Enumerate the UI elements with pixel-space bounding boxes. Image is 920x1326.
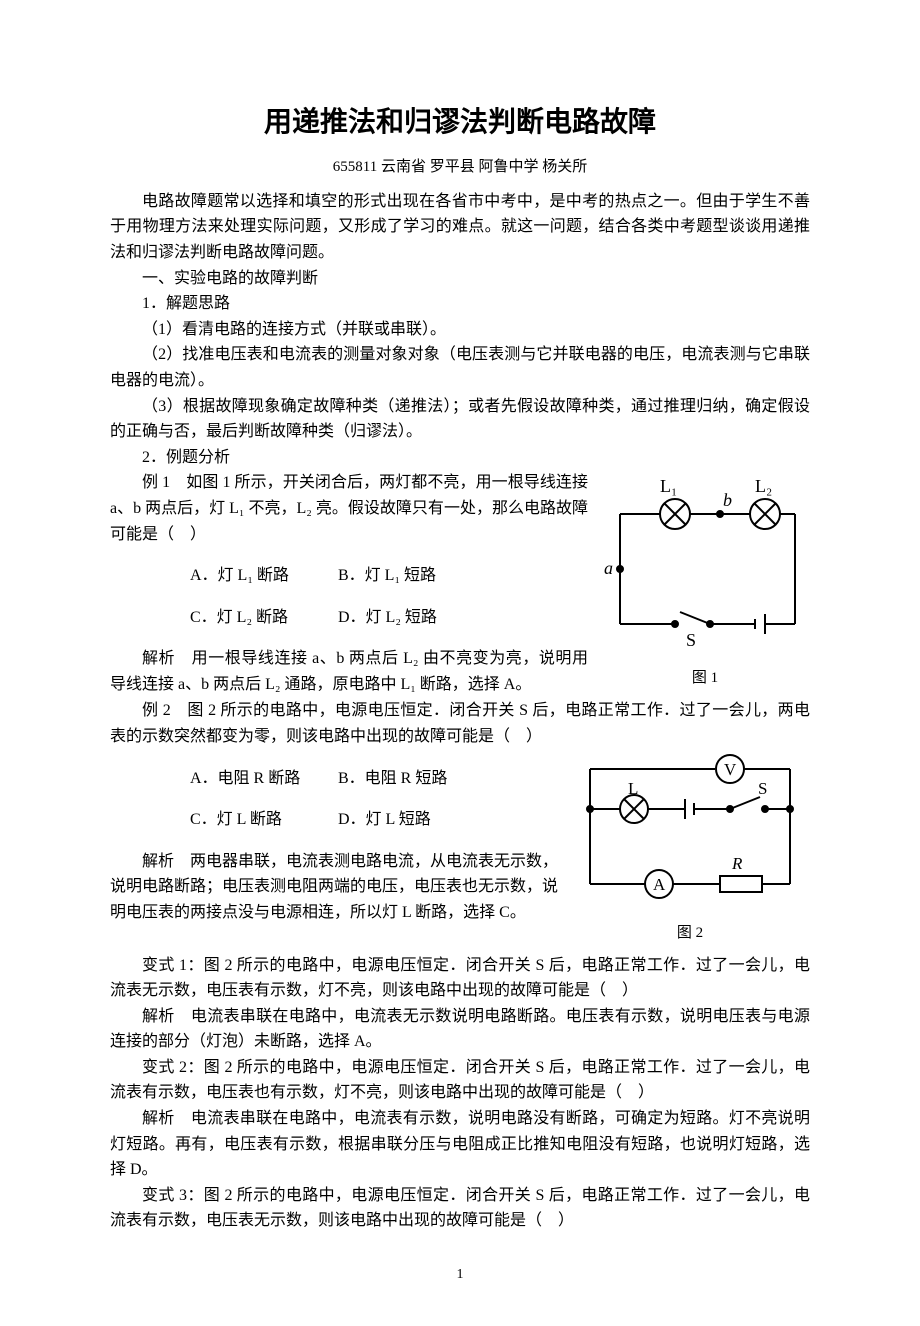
figure-1-caption: 图 1 (600, 666, 810, 690)
variant-2-question: 变式 2：图 2 所示的电路中，电源电压恒定．闭合开关 S 后，电路正常工作．过… (110, 1055, 810, 1106)
ex2-opt-c: C．灯 L 断路 (190, 807, 334, 833)
fig1-l2-label: L₂ (755, 476, 772, 496)
section-1-1: 1．解题思路 (110, 291, 810, 317)
fig1-l1-label: L₁ (660, 476, 677, 496)
example-2-question: 例 2 图 2 所示的电路中，电源电压恒定．闭合开关 S 后，电路正常工作．过了… (110, 698, 810, 749)
ex2-opt-d: D．灯 L 短路 (338, 807, 482, 833)
variant-3-question: 变式 3：图 2 所示的电路中，电源电压恒定．闭合开关 S 后，电路正常工作．过… (110, 1183, 810, 1234)
ex2-opt-a: A．电阻 R 断路 (190, 766, 334, 792)
step-3: （3）根据故障现象确定故障种类（递推法）；或者先假设故障种类，通过推理归纳，确定… (110, 394, 810, 445)
fig1-a-label: a (604, 558, 613, 578)
ex1-opt-d: D．灯 L₂ 短路 (338, 605, 482, 631)
fig2-s-label: S (758, 779, 767, 798)
page-number: 1 (110, 1264, 810, 1286)
variant-1-question: 变式 1：图 2 所示的电路中，电源电压恒定．闭合开关 S 后，电路正常工作．过… (110, 953, 810, 1004)
fig2-r-label: R (731, 854, 743, 873)
intro-paragraph: 电路故障题常以选择和填空的形式出现在各省市中考中，是中考的热点之一。但由于学生不… (110, 189, 810, 266)
variant-2-answer: 解析 电流表串联在电路中，电流表有示数，说明电路没有断路，可确定为短路。灯不亮说… (110, 1106, 810, 1183)
fig1-s-label: S (686, 630, 696, 650)
section-1-2: 2．例题分析 (110, 445, 810, 471)
figure-2: V A L S R 图 2 (570, 754, 810, 945)
ex1-opt-b: B．灯 L₁ 短路 (338, 563, 482, 589)
figure-1: L₁ L₂ a b S 图 1 (600, 474, 810, 690)
ex1-opt-c: C．灯 L₂ 断路 (190, 605, 334, 631)
step-2: （2）找准电压表和电流表的测量对象对象（电压表测与它并联电器的电压，电流表测与它… (110, 342, 810, 393)
ex2-opt-b: B．电阻 R 短路 (338, 766, 482, 792)
variant-1-answer: 解析 电流表串联在电路中，电流表无示数说明电路断路。电压表有示数，说明电压表与电… (110, 1004, 810, 1055)
fig1-b-label: b (723, 490, 732, 510)
fig2-l-label: L (628, 779, 638, 798)
fig2-v-label: V (724, 760, 737, 779)
byline: 655811 云南省 罗平县 阿鲁中学 杨关所 (110, 155, 810, 179)
section-1-heading: 一、实验电路的故障判断 (110, 266, 810, 292)
page-title: 用递推法和归谬法判断电路故障 (110, 100, 810, 145)
fig2-a-label: A (653, 875, 666, 894)
figure-2-caption: 图 2 (570, 921, 810, 945)
step-1: （1）看清电路的连接方式（并联或串联）。 (110, 317, 810, 343)
ex1-opt-a: A．灯 L₁ 断路 (190, 563, 334, 589)
